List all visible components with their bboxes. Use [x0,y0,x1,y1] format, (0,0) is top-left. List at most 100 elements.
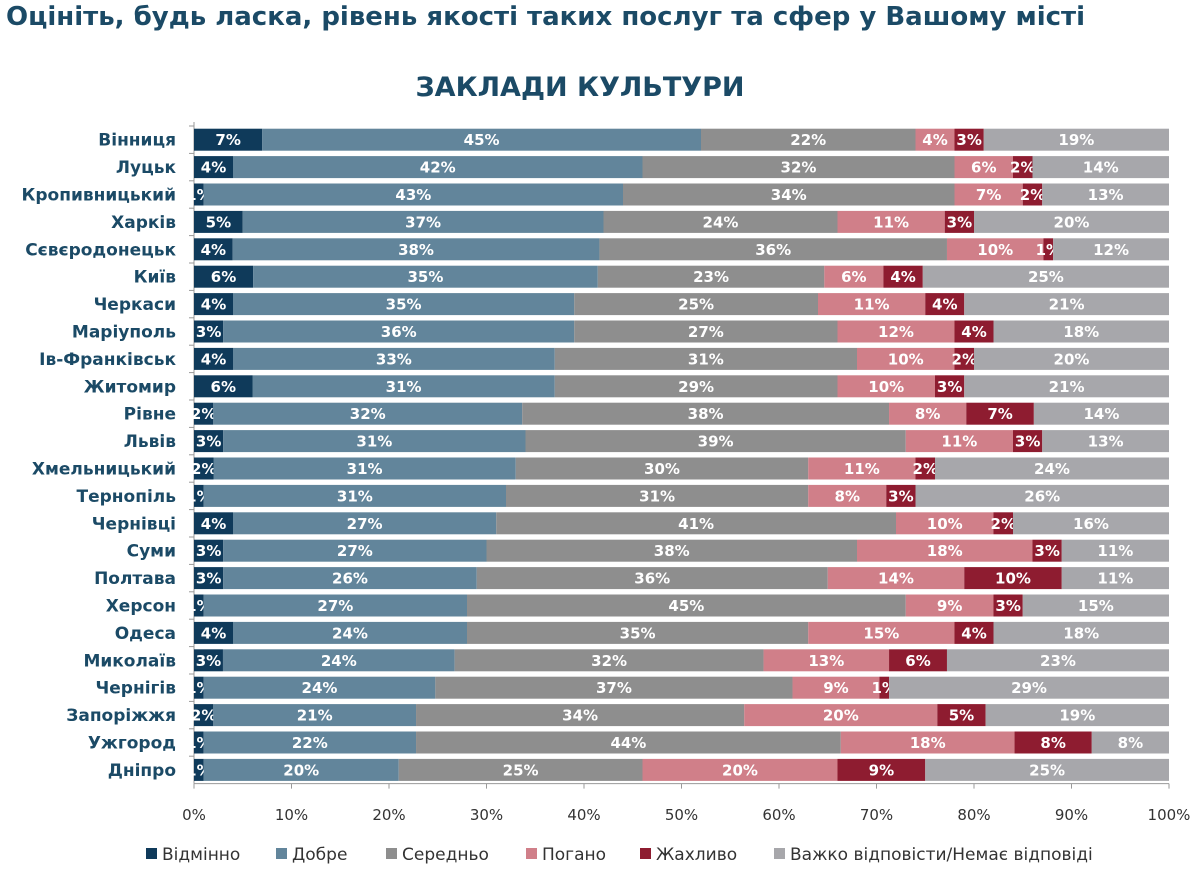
data-label: 25% [1029,761,1065,779]
bar-segment [435,676,793,699]
category-label: Запоріжжя [66,706,176,726]
data-label: 39% [698,433,734,451]
bar-segment [915,484,1169,507]
data-label: 10% [868,378,904,396]
bar-segment [1022,594,1169,617]
data-label: 14% [1083,405,1119,423]
bar-segment [222,649,455,672]
data-label: 4% [201,296,226,314]
bar-segment [223,320,575,343]
data-label: 9% [937,597,962,615]
bar-segment [837,210,945,233]
x-tick-label: 30% [470,806,503,824]
bar-segment [808,484,887,507]
data-label: 24% [332,624,368,642]
bar-segment [905,430,1013,453]
data-label: 32% [591,652,627,670]
data-label: 20% [823,707,859,725]
bar-segment [486,539,857,562]
bar-segment [642,758,838,781]
data-label: 4% [961,323,986,341]
data-label: 3% [196,433,221,451]
x-tick-label: 40% [567,806,600,824]
data-label: 11% [1097,570,1133,588]
data-label: 11% [844,460,880,478]
data-label: 25% [678,296,714,314]
x-tick-label: 60% [762,806,795,824]
data-label: 15% [863,624,899,642]
bar-segment [194,128,263,151]
data-label: 19% [1059,707,1095,725]
bar-segment [1013,430,1043,453]
bar-segment [554,375,838,398]
data-label: 22% [292,734,328,752]
bar-segment [194,621,233,644]
bar-segment [515,457,809,480]
bar-segment [233,621,467,644]
bar-segment [574,293,818,316]
data-label: 12% [1093,241,1129,259]
data-label: 20% [283,761,319,779]
data-label: 18% [1063,323,1099,341]
bar-segment [1042,430,1169,453]
bar-segment [213,402,523,425]
bar-segment [1013,156,1033,179]
x-tick-label: 20% [372,806,405,824]
data-label: 8% [1118,734,1143,752]
data-label: 2% [952,350,977,368]
bar-segment [233,512,497,535]
bar-segment [808,621,955,644]
bar-segment [554,347,857,370]
bar-segment [1022,183,1043,206]
data-label: 36% [755,241,791,259]
bar-segment [525,430,906,453]
bar-segment [194,484,204,507]
data-label: 15% [1078,597,1114,615]
bar-segment [983,128,1169,151]
bar-segment [194,430,224,453]
data-label: 31% [337,487,373,505]
data-label: 6% [905,652,930,670]
category-label: Харків [111,213,176,233]
legend-swatch [276,848,287,859]
bar-segment [194,594,204,617]
bar-segment [194,156,233,179]
data-label: 26% [332,570,368,588]
data-label: 45% [464,131,500,149]
data-label: 4% [201,350,226,368]
data-label: 27% [317,597,353,615]
data-label: 4% [201,241,226,259]
data-label: 3% [937,378,962,396]
bar-segment [194,375,253,398]
data-label: 44% [610,734,646,752]
data-label: 11% [941,433,977,451]
bar-segment [879,676,890,699]
data-label: 31% [639,487,675,505]
data-label: 8% [1040,734,1065,752]
data-label: 20% [1054,213,1090,231]
data-label: 38% [654,542,690,560]
data-label: 2% [191,460,216,478]
data-label: 10% [995,570,1031,588]
data-label: 5% [949,707,974,725]
data-label: 4% [890,268,915,286]
legend-label: Середньо [402,845,489,865]
bar-segment [522,402,890,425]
data-label: 2% [991,515,1016,533]
data-label: 41% [678,515,714,533]
bar-segment [824,265,884,288]
data-label: 45% [668,597,704,615]
x-tick-label: 10% [275,806,308,824]
bar-segment [194,649,223,672]
data-label: 35% [386,296,422,314]
category-label: Полтава [94,569,176,589]
bar-segment [701,128,916,151]
bar-segment [203,758,399,781]
bar-segment [857,539,1033,562]
bar-segment [506,484,809,507]
bar-segment [837,320,955,343]
data-label: 23% [1040,652,1076,670]
bar-segment [925,293,965,316]
bar-segment [203,183,623,206]
